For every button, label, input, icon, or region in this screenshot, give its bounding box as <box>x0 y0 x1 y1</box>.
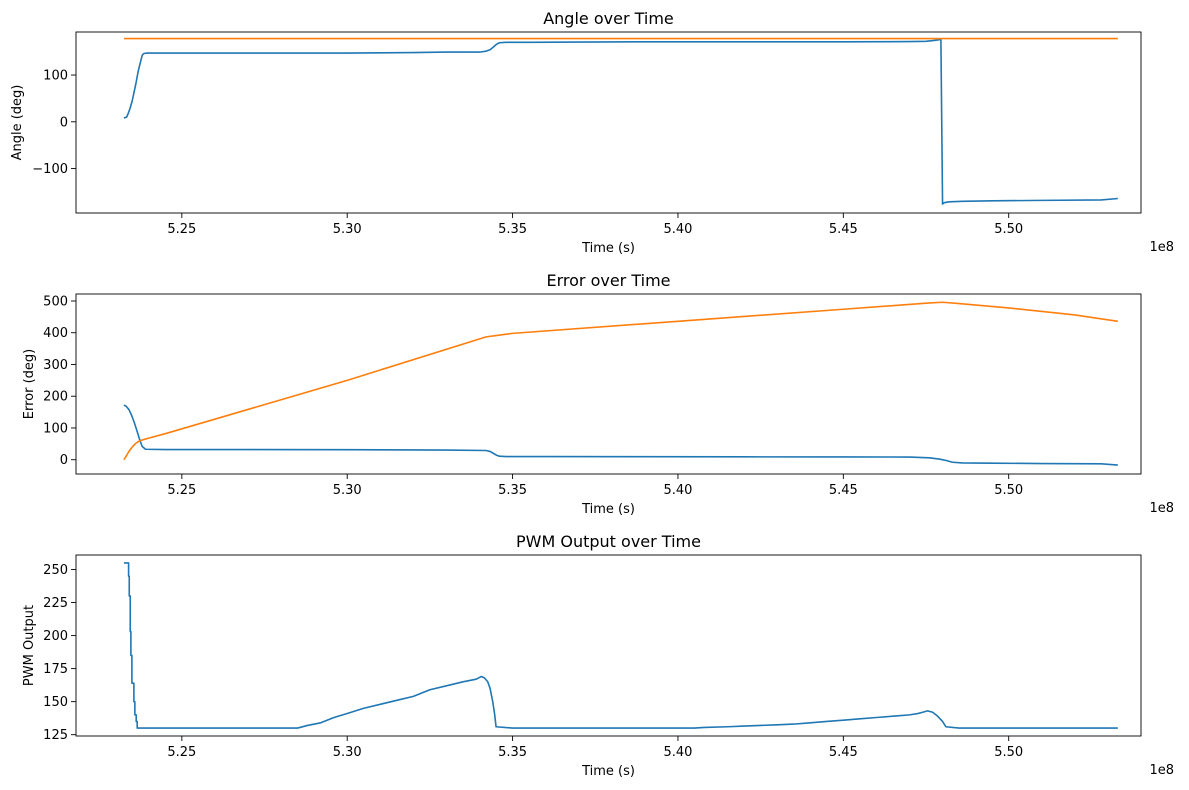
x-tick-label: 5.40 <box>663 222 692 237</box>
y-tick-label: 125 <box>43 728 68 743</box>
y-tick-label: 175 <box>43 662 68 677</box>
y-tick-label: 250 <box>43 563 68 578</box>
x-tick-label: 5.50 <box>994 745 1023 760</box>
axes-frame <box>75 554 1142 737</box>
series-line-1 <box>123 562 1118 729</box>
chart-title: Error over Time <box>546 271 670 290</box>
y-tick-label: −100 <box>32 162 68 177</box>
series-line-1 <box>123 404 1118 466</box>
x-axis-label: Time (s) <box>581 241 635 256</box>
y-tick-label: 400 <box>43 326 68 341</box>
x-tick-label: 5.40 <box>663 745 692 760</box>
series-line-2 <box>123 301 1118 461</box>
x-tick-label: 5.45 <box>829 222 858 237</box>
chart-title: PWM Output over Time <box>516 532 701 551</box>
chart-title: Angle over Time <box>543 9 674 28</box>
subplot-1: 5.25 5.30 5.35 5.40 5.45 5.50 −100 0 100 Angle ov… <box>10 9 1174 256</box>
x-offset-label: 1e8 <box>1149 240 1174 255</box>
y-tick-label: 0 <box>60 115 68 130</box>
x-tick-label: 5.40 <box>663 483 692 498</box>
x-tick-label: 5.45 <box>829 483 858 498</box>
x-tick-label: 5.30 <box>333 745 362 760</box>
y-tick-label: 100 <box>43 69 68 84</box>
y-tick-label: 300 <box>43 358 68 373</box>
subplot-2: 5.25 5.30 5.35 5.40 5.45 5.50 0 100 200 300 400 500… <box>22 271 1174 517</box>
x-axis-label: Time (s) <box>581 502 635 517</box>
y-axis-label: PWM Output <box>22 605 37 686</box>
x-tick-label: 5.30 <box>333 222 362 237</box>
series-line-1 <box>123 38 1118 205</box>
y-tick-label: 500 <box>43 294 68 309</box>
x-tick-label: 5.25 <box>167 745 196 760</box>
y-axis-label: Angle (deg) <box>10 85 25 161</box>
subplot-3: 5.25 5.30 5.35 5.40 5.45 5.50 125 150 175 200 225 2… <box>22 532 1174 779</box>
x-offset-label: 1e8 <box>1149 501 1174 516</box>
axes-frame <box>75 293 1142 475</box>
x-tick-label: 5.35 <box>498 483 527 498</box>
x-tick-label: 5.50 <box>994 483 1023 498</box>
x-tick-label: 5.25 <box>167 483 196 498</box>
x-tick-label: 5.30 <box>333 483 362 498</box>
x-tick-label: 5.45 <box>829 745 858 760</box>
x-offset-label: 1e8 <box>1149 763 1174 778</box>
x-tick-label: 5.35 <box>498 222 527 237</box>
axes-frame <box>75 31 1142 214</box>
x-axis-label: Time (s) <box>581 764 635 779</box>
x-tick-label: 5.35 <box>498 745 527 760</box>
y-tick-label: 150 <box>43 695 68 710</box>
y-tick-label: 225 <box>43 596 68 611</box>
y-tick-label: 100 <box>43 421 68 436</box>
y-tick-label: 0 <box>60 453 68 468</box>
y-tick-label: 200 <box>43 390 68 405</box>
x-tick-label: 5.25 <box>167 222 196 237</box>
x-tick-label: 5.50 <box>994 222 1023 237</box>
y-tick-label: 200 <box>43 629 68 644</box>
y-axis-label: Error (deg) <box>22 349 37 419</box>
